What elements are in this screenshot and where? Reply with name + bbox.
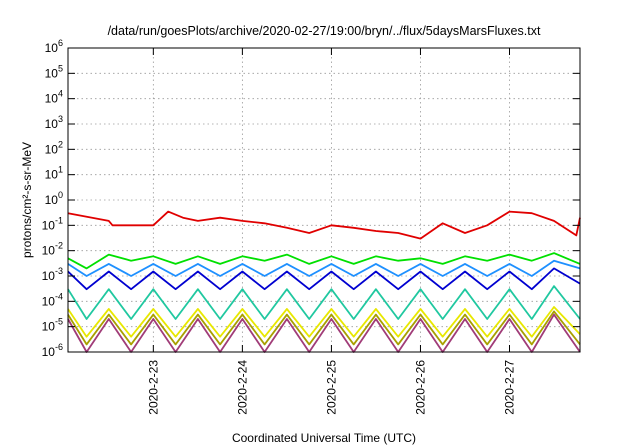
series-line-6 [67, 306, 581, 338]
x-axis-label: Coordinated Universal Time (UTC) [232, 431, 416, 445]
series-line-8 [67, 313, 581, 353]
y-tick-base: 10 [42, 244, 56, 258]
y-tick-exponent: -1 [55, 215, 63, 225]
grid-lines [68, 48, 580, 352]
y-axis-ticks: 10-610-510-410-310-210-11001011021031041… [42, 38, 580, 359]
y-tick-label: 10-3 [42, 266, 63, 283]
y-tick-base: 10 [42, 320, 56, 334]
y-tick-exponent: 1 [58, 165, 63, 175]
y-tick-label: 10-4 [42, 291, 63, 308]
y-tick-base: 10 [45, 193, 59, 207]
y-tick-label: 104 [45, 89, 63, 106]
x-tick-label: 2020-2-24 [235, 360, 249, 415]
y-tick-label: 105 [45, 63, 63, 80]
y-tick-base: 10 [42, 294, 56, 308]
y-tick-base: 10 [45, 142, 59, 156]
x-tick-label: 2020-2-23 [146, 360, 160, 415]
y-tick-exponent: -3 [55, 266, 63, 276]
y-tick-base: 10 [45, 41, 59, 55]
y-axis-label: protons/cm²-s-sr-MeV [20, 142, 34, 258]
series-line-1 [67, 210, 581, 240]
series-line-7 [67, 310, 581, 346]
y-tick-exponent: 5 [58, 63, 63, 73]
y-tick-label: 102 [45, 139, 63, 156]
x-tick-label: 2020-2-25 [324, 360, 338, 415]
y-tick-base: 10 [45, 66, 59, 80]
series-lines [67, 210, 581, 353]
series-line-3 [67, 259, 581, 277]
y-tick-base: 10 [42, 218, 56, 232]
y-tick-label: 10-5 [42, 317, 63, 334]
y-tick-label: 103 [45, 114, 63, 131]
y-tick-label: 101 [45, 165, 63, 182]
y-tick-base: 10 [45, 168, 59, 182]
y-tick-base: 10 [45, 117, 59, 131]
y-tick-label: 10-6 [42, 342, 63, 359]
y-tick-exponent: 2 [58, 139, 63, 149]
y-tick-exponent: -2 [55, 241, 63, 251]
x-axis-ticks: 2020-2-23 2020-2-24 2020-2-25 2020-2-26 2020… [146, 48, 517, 415]
y-tick-exponent: 4 [58, 89, 63, 99]
y-tick-exponent: 6 [58, 38, 63, 48]
y-tick-label: 10-2 [42, 241, 63, 258]
x-tick-label: 2020-2-26 [413, 360, 427, 415]
y-tick-base: 10 [45, 92, 59, 106]
x-tick-label: 2020-2-27 [503, 360, 517, 415]
y-tick-label: 10-1 [42, 215, 63, 232]
series-line-5 [67, 285, 581, 320]
y-tick-exponent: 3 [58, 114, 63, 124]
chart-title: /data/run/goesPlots/archive/2020-02-27/1… [108, 24, 541, 38]
y-tick-exponent: -5 [55, 317, 63, 327]
y-tick-label: 100 [45, 190, 63, 207]
y-tick-base: 10 [42, 345, 56, 359]
series-line-4 [67, 267, 581, 291]
y-tick-label: 106 [45, 38, 63, 55]
y-tick-exponent: -6 [55, 342, 63, 352]
y-tick-exponent: 0 [58, 190, 63, 200]
series-line-2 [67, 252, 581, 270]
y-tick-base: 10 [42, 269, 56, 283]
y-tick-exponent: -4 [55, 291, 63, 301]
